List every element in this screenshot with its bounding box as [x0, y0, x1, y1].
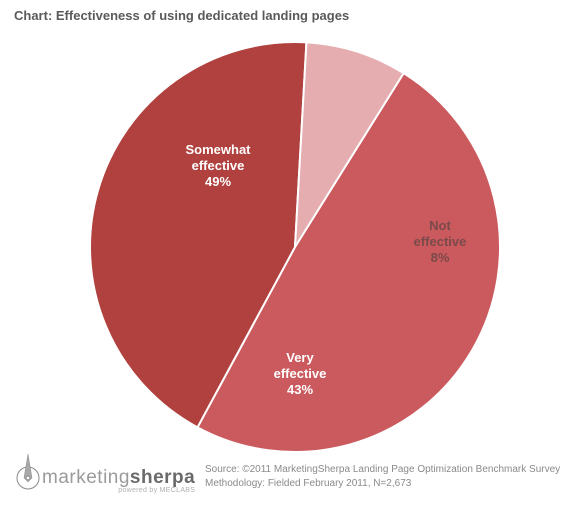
footer: marketingsherpa powered by MECLABS Sourc… — [0, 448, 575, 502]
pie-chart: Somewhateffective49%Veryeffective43%Note… — [0, 32, 575, 452]
source-line-1: Source: ©2011 MarketingSherpa Landing Pa… — [205, 463, 560, 477]
source-line-2: Methodology: Fielded February 2011, N=2,… — [205, 477, 560, 491]
brand-logo: marketingsherpa powered by MECLABS — [14, 467, 195, 494]
svg-text:Somewhat: Somewhat — [185, 142, 251, 157]
brand-name-light: marketing — [42, 467, 130, 488]
svg-text:8%: 8% — [431, 250, 450, 265]
brand-name-bold: sherpa — [130, 467, 195, 488]
svg-text:Not: Not — [429, 218, 451, 233]
svg-text:Very: Very — [286, 350, 314, 365]
svg-text:43%: 43% — [287, 382, 313, 397]
chart-title: Chart: Effectiveness of using dedicated … — [14, 8, 349, 23]
source-text: Source: ©2011 MarketingSherpa Landing Pa… — [205, 463, 560, 490]
svg-text:effective: effective — [414, 234, 467, 249]
svg-text:49%: 49% — [205, 174, 231, 189]
compass-icon — [14, 452, 42, 492]
svg-text:effective: effective — [192, 158, 245, 173]
svg-text:effective: effective — [274, 366, 327, 381]
